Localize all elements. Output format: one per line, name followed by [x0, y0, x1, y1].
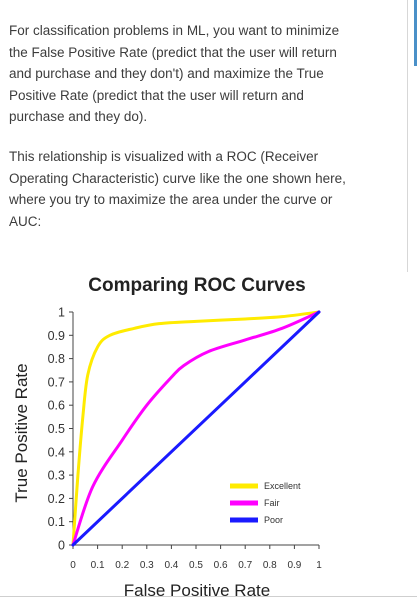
y-tick-label: 0.4	[48, 445, 65, 459]
x-tick-label: 0.5	[189, 560, 203, 571]
legend-swatch-fair	[230, 500, 258, 506]
x-tick-label: 1	[316, 560, 322, 571]
series-line-excellent	[71, 310, 321, 547]
scrollbar-thumb[interactable]	[414, 0, 417, 66]
y-tick-label: 0.5	[48, 422, 65, 436]
chart-title: Comparing ROC Curves	[88, 275, 305, 296]
paragraph-roc-intro: For classification problems in ML, you w…	[9, 23, 340, 124]
x-tick-label: 0.3	[140, 560, 154, 571]
series-line-poor	[71, 310, 321, 547]
x-tick-label: 0.1	[91, 560, 105, 571]
y-tick-label: 0.3	[48, 469, 65, 483]
y-tick-label: 1	[58, 306, 65, 320]
y-tick-label: 0.1	[48, 515, 65, 529]
legend-swatch-poor	[230, 517, 258, 523]
x-tick-label: 0.4	[164, 560, 178, 571]
x-tick-label: 0	[70, 560, 76, 571]
scrollbar[interactable]	[407, 0, 417, 272]
paragraph-roc-explanation: This relationship is visualized with a R…	[9, 149, 346, 229]
y-tick-label: 0.2	[48, 492, 65, 506]
legend-label-fair: Fair	[264, 498, 280, 508]
roc-chart: Comparing ROC Curves True Positive Rate …	[12, 275, 323, 597]
x-tick-label: 0.7	[238, 560, 252, 571]
x-tick-label: 0.8	[263, 560, 277, 571]
y-tick-label: 0.6	[48, 399, 65, 413]
x-tick-label: 0.2	[115, 560, 129, 571]
y-tick-label: 0.9	[48, 329, 65, 343]
legend-label-excellent: Excellent	[264, 481, 301, 491]
series-line-fair	[71, 310, 321, 547]
y-axis-label: True Positive Rate	[12, 363, 31, 502]
x-tick-label: 0.6	[214, 560, 228, 571]
legend-label-poor: Poor	[264, 515, 283, 525]
axes: 0 0.1 0.2 0.3 0.4 0.5 0.6 0.7 0.8 0.9 1 0 0.1 0.2 0.3 0…	[48, 306, 323, 572]
series-lines	[71, 310, 321, 547]
x-tick-label: 0.9	[287, 560, 301, 571]
roc-chart-figure: Comparing ROC Curves True Positive Rate …	[0, 258, 417, 597]
legend-swatch-excellent	[230, 483, 258, 489]
y-tick-label: 0.7	[48, 375, 65, 389]
y-tick-label: 0.8	[48, 352, 65, 366]
legend: Excellent Fair Poor	[230, 481, 301, 525]
y-tick-label: 0	[58, 539, 65, 553]
x-axis-label: False Positive Rate	[124, 581, 270, 597]
